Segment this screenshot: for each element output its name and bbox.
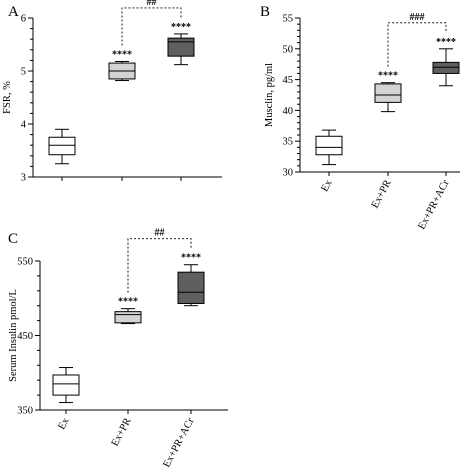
y-tick-label: 40 (283, 106, 294, 117)
iqr-box (374, 83, 402, 103)
panel-letter: A (8, 4, 19, 20)
box-2: **** (374, 71, 402, 113)
box-2: **** (108, 49, 136, 82)
y-tick-label: 50 (283, 44, 294, 55)
iqr-box (114, 311, 142, 324)
y-tick-label: 550 (17, 257, 33, 268)
x-category-label: Ex+PR+ACr (161, 416, 197, 467)
x-category-label: Ex+PR (110, 416, 134, 448)
y-tick-label: 350 (17, 406, 33, 417)
iqr-box (177, 271, 205, 304)
y-tick-label: 450 (17, 331, 33, 342)
y-tick-label: 4 (21, 120, 27, 131)
bracket-label: ## (155, 228, 165, 239)
y-tick-label: 3 (21, 173, 26, 184)
y-axis-title: FSR, % (2, 81, 13, 114)
box-1 (48, 128, 76, 165)
iqr-box (48, 136, 76, 156)
comparison-bracket (127, 238, 192, 293)
panel-a: A 3 4 5 6 FSR, % **** **** ## (2, 0, 222, 184)
box-2: **** (114, 297, 142, 325)
bracket-label: ### (410, 12, 425, 23)
box-3: **** (177, 253, 205, 307)
significance-stars: **** (171, 22, 191, 33)
x-category-label: Ex (319, 178, 335, 194)
iqr-box (432, 61, 460, 74)
box-3: **** (167, 22, 195, 66)
significance-stars: **** (118, 297, 138, 308)
panel-letter: B (260, 4, 270, 20)
y-tick-label: 5 (21, 67, 26, 78)
comparison-bracket (387, 22, 447, 67)
box-3: **** (432, 37, 460, 87)
y-tick-label: 45 (283, 75, 294, 86)
y-axis-title: Serum Insulin pmol/L (8, 289, 19, 382)
panel-b: B 30 35 40 45 50 55 Musclin, pg/ml Ex Ex+PR Ex+PR+… (260, 4, 460, 231)
panel-c: C 350 450 550 Serum Insulin pmol/L Ex Ex+PR Ex+… (8, 228, 228, 467)
significance-stars: **** (378, 71, 398, 82)
comparison-bracket (121, 7, 182, 46)
iqr-box (167, 37, 195, 57)
y-axis-title: Musclin, pg/ml (264, 63, 275, 127)
y-tick-label: 55 (283, 14, 294, 25)
x-category-label: Ex+PR+ACr (416, 178, 452, 232)
y-tick-label: 30 (283, 168, 294, 179)
panel-letter: C (8, 231, 18, 247)
y-tick-label: 35 (283, 137, 294, 148)
box-1 (52, 367, 80, 404)
iqr-box (52, 374, 80, 396)
significance-stars: **** (436, 37, 456, 48)
x-category-label: Ex+PR (370, 178, 394, 210)
iqr-box (315, 135, 343, 156)
bracket-label: ## (147, 0, 157, 8)
significance-stars: **** (181, 253, 201, 264)
y-tick-label: 6 (21, 14, 26, 25)
box-1 (315, 129, 343, 166)
x-category-label: Ex (56, 416, 72, 432)
significance-stars: **** (112, 49, 132, 60)
